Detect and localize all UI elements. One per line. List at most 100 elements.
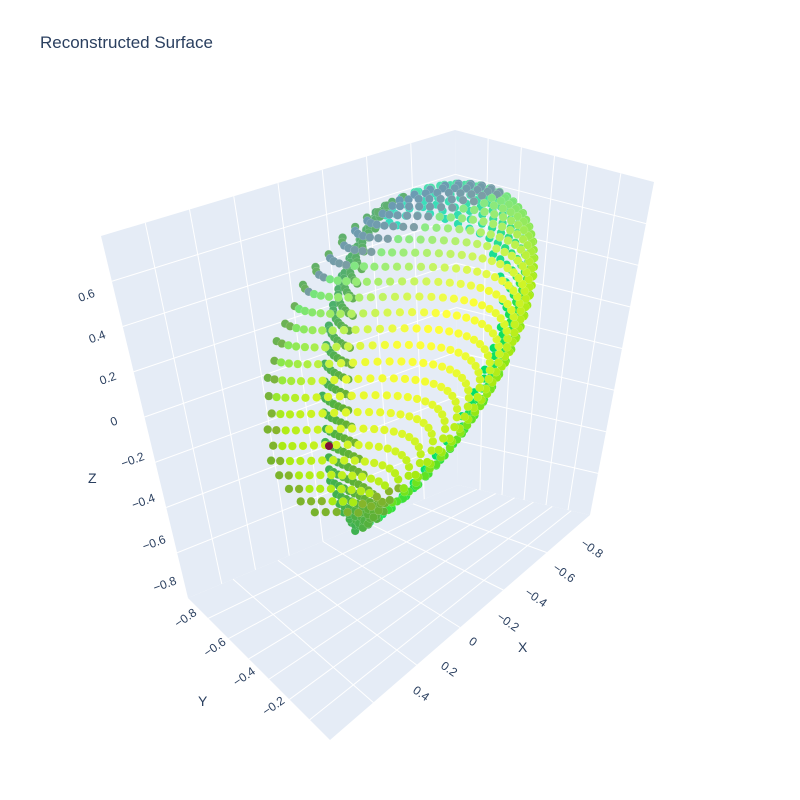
- data-point: [424, 423, 433, 433]
- data-point: [509, 328, 519, 338]
- data-point: [299, 324, 309, 334]
- data-point: [504, 280, 513, 290]
- data-point: [320, 342, 330, 352]
- data-point: [350, 245, 360, 255]
- data-point: [512, 292, 522, 302]
- data-point: [452, 412, 462, 422]
- data-point: [358, 499, 368, 509]
- data-point: [505, 225, 515, 235]
- data-point: [271, 425, 281, 435]
- data-point: [378, 292, 388, 302]
- data-point: [389, 427, 399, 437]
- data-point: [348, 358, 358, 368]
- data-point: [306, 496, 316, 506]
- data-point: [495, 232, 505, 242]
- data-point: [401, 455, 411, 465]
- data-point: [291, 323, 301, 333]
- data-point: [355, 341, 365, 351]
- data-point: [404, 262, 414, 272]
- data-point: [379, 425, 389, 435]
- data-point: [390, 446, 400, 456]
- data-point: [291, 342, 301, 351]
- data-point: [366, 247, 376, 257]
- data-point: [390, 292, 400, 302]
- data-point: [384, 210, 394, 220]
- data-point: [509, 268, 519, 278]
- data-point: [412, 414, 422, 424]
- data-point: [426, 341, 436, 351]
- data-point: [435, 212, 445, 222]
- data-point: [513, 256, 523, 266]
- data-point: [442, 309, 452, 319]
- data-point: [512, 230, 522, 239]
- data-point: [324, 359, 334, 369]
- data-point: [396, 409, 405, 419]
- data-point: [449, 294, 459, 304]
- data-point: [360, 357, 370, 367]
- data-point: [428, 360, 438, 369]
- data-point: [337, 470, 347, 480]
- data-point: [395, 307, 405, 317]
- data-point: [264, 391, 274, 401]
- data-point: [503, 236, 513, 246]
- data-point: [353, 407, 363, 417]
- data-point: [347, 424, 357, 434]
- data-point: [392, 262, 402, 272]
- data-point: [459, 295, 469, 305]
- data-point: [295, 456, 305, 466]
- data-point: [428, 436, 438, 446]
- data-point: [386, 408, 396, 418]
- data-point: [284, 484, 294, 494]
- data-point: [431, 308, 441, 318]
- data-point: [457, 250, 467, 260]
- data-point: [503, 263, 512, 273]
- data-point: [335, 391, 345, 401]
- data-point: [328, 496, 337, 506]
- data-point: [457, 373, 467, 383]
- data-point: [440, 263, 450, 273]
- data-point: [310, 507, 320, 517]
- data-point: [329, 375, 339, 385]
- chart-title: Reconstructed Surface: [40, 33, 213, 52]
- data-point: [412, 394, 422, 404]
- data-point: [469, 298, 479, 307]
- data-point: [516, 245, 526, 255]
- data-point: [286, 376, 296, 386]
- data-point: [404, 201, 414, 211]
- data-point: [498, 212, 508, 222]
- data-point: [387, 201, 397, 211]
- data-point: [343, 440, 353, 450]
- data-point: [336, 424, 346, 434]
- data-point: [328, 326, 338, 335]
- x-tick-label: 0.2: [438, 658, 460, 679]
- data-point: [366, 292, 376, 302]
- grid-line: [457, 440, 599, 474]
- x-tick-label: −0.8: [578, 536, 606, 561]
- data-point: [437, 362, 447, 372]
- data-point: [494, 358, 503, 367]
- data-point: [382, 390, 392, 400]
- y-axis-title: Y: [198, 693, 208, 709]
- data-point: [308, 325, 317, 335]
- grid-line: [367, 522, 504, 591]
- data-point: [275, 409, 285, 419]
- data-point: [460, 412, 470, 422]
- data-point: [317, 326, 327, 335]
- data-point: [358, 246, 367, 256]
- data-point: [267, 409, 277, 418]
- y-tick-label: −0.4: [230, 664, 258, 689]
- data-point: [506, 207, 516, 217]
- data-point: [296, 496, 306, 506]
- data-point: [498, 204, 508, 213]
- data-point: [385, 357, 395, 366]
- data-point: [353, 374, 363, 384]
- data-point: [307, 376, 316, 386]
- data-point: [432, 223, 441, 233]
- data-point: [274, 470, 284, 480]
- x-tick-label: −0.4: [522, 585, 550, 610]
- z-tick-label: 0.2: [98, 369, 119, 388]
- grid-line: [455, 173, 647, 225]
- data-point: [366, 501, 376, 511]
- data-point: [369, 424, 379, 434]
